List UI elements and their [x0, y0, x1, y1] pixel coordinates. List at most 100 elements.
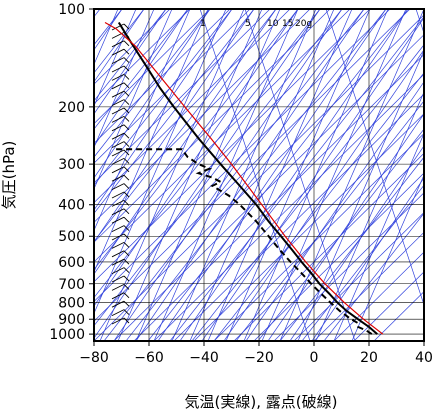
guide-line-1-13 — [179, 9, 409, 341]
mixing-ratio-label-3: 15 — [282, 19, 293, 29]
wind-barb-8 — [111, 90, 125, 98]
guide-line-2-5 — [94, 9, 209, 273]
guide-line-2-13 — [207, 9, 353, 341]
series-layer — [104, 21, 384, 335]
adiabat-line-20 — [213, 72, 424, 341]
guide-line-0-11 — [94, 9, 391, 302]
guide-line-2-10 — [153, 9, 299, 341]
x-tick-label-1: −60 — [134, 350, 164, 366]
series-line-1 — [113, 148, 373, 335]
wind-barb-flag-10 — [123, 107, 130, 114]
wind-barb-flag-18 — [123, 174, 130, 181]
adiabat-line-13 — [94, 9, 321, 299]
grid-layer — [94, 9, 424, 341]
mixing-ratio-line-2 — [325, 9, 424, 306]
guide-line-1-17 — [267, 113, 424, 341]
wind-barb-20 — [111, 191, 125, 199]
wind-barb-13 — [111, 132, 125, 140]
guide-line-2-16 — [261, 9, 407, 341]
wind-barb-flag-34 — [123, 309, 130, 315]
mixing-ratio-label-0: 1 — [200, 19, 206, 29]
guide-line-2-2 — [94, 9, 155, 149]
wind-barb-32 — [111, 292, 125, 300]
guide-line-2-21 — [351, 174, 424, 341]
wind-barb-14 — [111, 141, 125, 149]
wind-barb-flag-0 — [123, 23, 130, 30]
wind-barb-7 — [111, 82, 125, 90]
adiabat-line-6 — [94, 9, 167, 102]
y-tick-label-4: 500 — [58, 229, 85, 245]
wind-barbs-layer — [111, 23, 130, 325]
adiabat-line-12 — [94, 9, 299, 271]
guide-line-2-3 — [94, 9, 173, 190]
wind-barb-flag-22 — [123, 208, 130, 215]
guide-line-2-17 — [279, 9, 424, 341]
wind-barb-22 — [111, 208, 125, 216]
mixing-ratio-label-1: 5 — [245, 19, 251, 29]
wind-barb-34 — [111, 309, 125, 317]
guide-lines-layer — [94, 9, 424, 341]
wind-barb-31 — [111, 283, 125, 291]
wind-barb-flag-7 — [123, 82, 130, 89]
guide-line-0-21 — [253, 172, 424, 341]
guide-line-0-14 — [113, 34, 424, 341]
adiabat-line-23 — [279, 156, 424, 341]
wind-barb-2 — [111, 40, 125, 48]
wind-barb-11 — [111, 115, 125, 123]
wind-barb-18 — [111, 174, 125, 182]
guide-line-0-3 — [94, 9, 231, 144]
mixing-ratio-line-0 — [199, 9, 311, 341]
wind-barb-5 — [111, 65, 125, 73]
x-tick-label-5: 20 — [360, 350, 378, 366]
guide-line-1-1 — [94, 9, 145, 83]
adiabat-line-11 — [94, 9, 277, 242]
wind-barb-27 — [111, 250, 125, 258]
wind-barb-12 — [111, 124, 125, 132]
wind-barb-flag-6 — [123, 74, 130, 80]
wind-barb-flag-25 — [123, 233, 130, 240]
guide-line-1-9 — [94, 9, 321, 339]
guide-line-1-19 — [311, 177, 424, 341]
adiabat-line-5 — [94, 9, 145, 74]
wind-barb-flag-4 — [123, 57, 130, 63]
wind-barb-flag-26 — [123, 242, 130, 248]
guide-line-0-7 — [94, 9, 311, 223]
guide-line-2-11 — [171, 9, 317, 341]
wind-barb-flag-3 — [123, 48, 130, 55]
wind-barb-flag-13 — [123, 132, 130, 139]
y-tick-label-7: 800 — [58, 296, 85, 312]
wind-barb-4 — [111, 57, 125, 65]
guide-line-0-22 — [273, 192, 424, 341]
wind-barb-23 — [111, 216, 125, 224]
wind-barb-flag-32 — [123, 292, 130, 299]
adiabat-line-15 — [103, 9, 365, 341]
wind-barb-flag-24 — [123, 225, 130, 231]
wind-barb-flag-12 — [123, 124, 130, 131]
wind-barb-16 — [111, 157, 125, 165]
wind-barb-6 — [111, 73, 125, 81]
x-tick-label-0: −80 — [79, 350, 109, 366]
guide-line-0-6 — [94, 9, 291, 204]
y-tick-label-0: 100 — [58, 2, 85, 18]
guide-line-0-9 — [94, 9, 351, 263]
wind-barb-17 — [111, 166, 125, 174]
guide-line-1-15 — [223, 49, 424, 341]
y-tick-label-5: 600 — [58, 255, 85, 271]
guide-line-2-4 — [94, 9, 191, 232]
x-axis-title: 気温(実線), 露点(破線) — [185, 393, 338, 411]
guide-line-1-16 — [245, 81, 424, 341]
guide-line-2-9 — [135, 9, 281, 341]
mixing-ratio-label-2: 10 — [267, 19, 279, 29]
wind-barb-24 — [111, 225, 125, 233]
wind-barb-flag-8 — [123, 90, 130, 97]
guide-line-1-6 — [94, 9, 255, 243]
adiabat-line-19 — [191, 44, 424, 341]
guide-line-0-20 — [233, 152, 424, 341]
wind-barb-35 — [111, 317, 125, 325]
adiabat-line-22 — [257, 128, 424, 341]
guide-line-2-20 — [333, 132, 424, 341]
wind-barb-flag-33 — [123, 300, 130, 307]
guide-line-0-1 — [94, 9, 191, 105]
